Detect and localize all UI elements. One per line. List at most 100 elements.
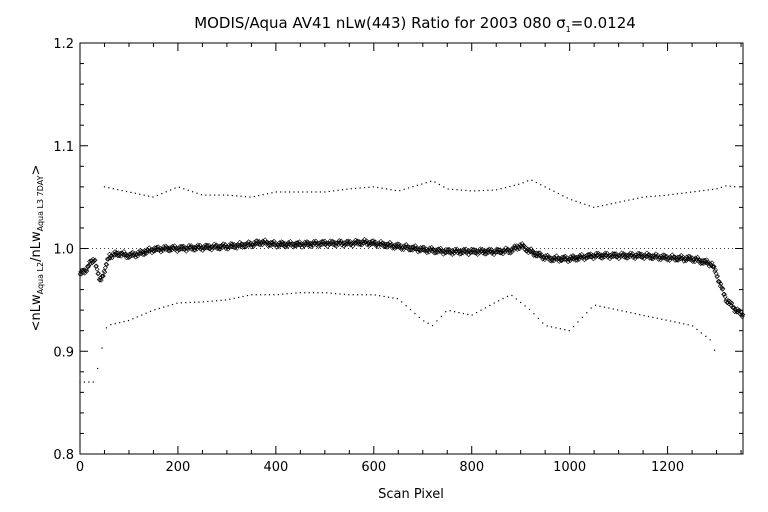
- envelope-point: [421, 183, 423, 185]
- envelope-point: [528, 308, 531, 310]
- envelope-point: [130, 191, 132, 193]
- data-point: [368, 242, 374, 247]
- envelope-point: [672, 193, 674, 195]
- envelope-point: [489, 304, 491, 307]
- envelope-point: [394, 189, 396, 192]
- envelope-point: [434, 181, 436, 183]
- envelope-point: [568, 329, 570, 332]
- envelope-point: [579, 202, 582, 204]
- envelope-point: [734, 186, 736, 188]
- envelope-point: [443, 186, 445, 188]
- envelope-point: [550, 326, 553, 328]
- data-point: [586, 251, 592, 257]
- envelope-point: [180, 302, 182, 304]
- envelope-point: [185, 302, 187, 304]
- envelope-point: [405, 305, 407, 307]
- envelope-point: [119, 321, 121, 324]
- data-point: [419, 245, 425, 251]
- envelope-point: [595, 304, 597, 306]
- envelope-point: [619, 201, 621, 203]
- data-point: [251, 244, 256, 249]
- envelope-point: [141, 314, 143, 316]
- envelope-point: [431, 324, 434, 327]
- envelope-point: [315, 191, 317, 193]
- envelope-point: [469, 190, 471, 192]
- data-point: [202, 245, 208, 251]
- data-point: [710, 264, 716, 269]
- envelope-point: [273, 294, 275, 296]
- envelope-point: [522, 182, 524, 184]
- envelope-point: [586, 312, 588, 314]
- envelope-point: [705, 335, 707, 337]
- envelope-point: [531, 179, 533, 181]
- data-point: [436, 247, 442, 252]
- envelope-point: [200, 194, 203, 196]
- envelope-point: [610, 203, 612, 205]
- envelope-point: [348, 294, 350, 296]
- envelope-point: [696, 328, 698, 331]
- data-point: [290, 244, 296, 250]
- envelope-point: [707, 189, 709, 191]
- envelope-point: [520, 301, 522, 304]
- data-point: [410, 244, 416, 250]
- envelope-point: [445, 311, 447, 313]
- data-point: [510, 245, 516, 250]
- envelope-point: [196, 192, 198, 194]
- envelope-point: [218, 194, 220, 196]
- data-point: [84, 268, 90, 274]
- envelope-point: [608, 307, 610, 309]
- envelope-point: [361, 294, 363, 296]
- data-point: [87, 261, 93, 267]
- data-point: [343, 241, 349, 247]
- data-point: [422, 247, 428, 253]
- envelope-point: [211, 300, 213, 302]
- data-point: [341, 243, 347, 249]
- data-point: [83, 268, 88, 274]
- envelope-point: [165, 191, 167, 193]
- data-point: [666, 255, 672, 261]
- data-point: [114, 250, 120, 256]
- envelope-point: [324, 191, 326, 193]
- data-point: [392, 245, 398, 251]
- data-point: [681, 258, 687, 264]
- envelope-point: [335, 292, 337, 295]
- envelope-point: [511, 294, 513, 297]
- envelope-point: [264, 294, 266, 296]
- envelope-point: [326, 292, 328, 294]
- envelope-point: [319, 191, 322, 193]
- envelope-point: [308, 292, 310, 294]
- data-point: [596, 254, 602, 260]
- data-point: [142, 252, 147, 257]
- x-tick-label: 800: [459, 460, 484, 475]
- data-point: [567, 258, 573, 264]
- data-point: [558, 258, 564, 264]
- envelope-point: [553, 190, 555, 192]
- data-point: [244, 240, 250, 246]
- envelope-point: [302, 191, 304, 193]
- envelope-point: [615, 202, 617, 204]
- envelope-point: [458, 312, 460, 314]
- envelope-point: [229, 298, 231, 300]
- envelope-point: [205, 194, 207, 196]
- envelope-point: [284, 191, 286, 193]
- data-point: [489, 251, 495, 256]
- envelope-point: [304, 292, 306, 294]
- envelope-point: [249, 196, 251, 198]
- envelope-point: [251, 294, 253, 296]
- envelope-point: [139, 193, 141, 195]
- data-point: [242, 244, 247, 250]
- envelope-point: [262, 194, 264, 196]
- envelope-point: [132, 318, 134, 320]
- envelope-point: [370, 294, 372, 296]
- envelope-point: [617, 309, 619, 311]
- y-tick-label: 0.9: [53, 345, 74, 360]
- envelope-point: [103, 186, 106, 188]
- envelope-point: [683, 323, 685, 325]
- data-point: [245, 242, 251, 248]
- envelope-point: [630, 312, 632, 314]
- envelope-point: [720, 186, 723, 188]
- envelope-point: [685, 192, 687, 194]
- envelope-point: [643, 314, 645, 317]
- data-point: [92, 257, 98, 263]
- envelope-point: [277, 293, 279, 296]
